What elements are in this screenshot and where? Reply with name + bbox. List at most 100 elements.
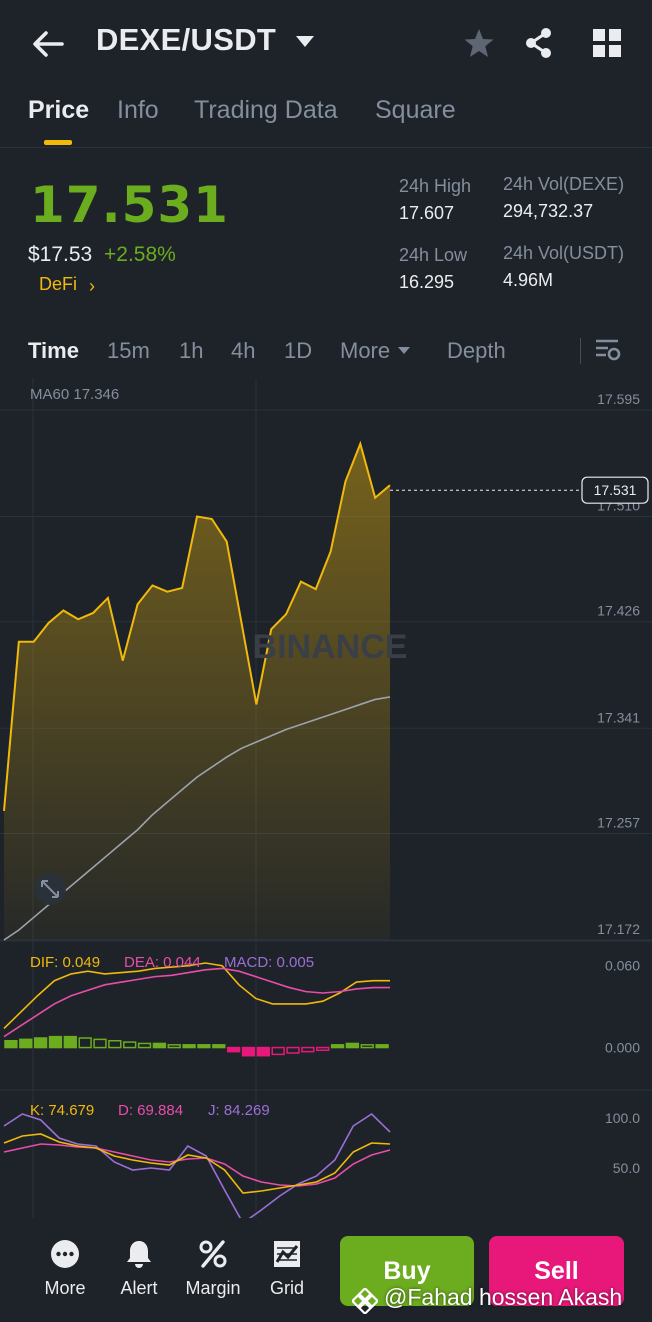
tab-square[interactable]: Square (375, 96, 456, 124)
interval-more[interactable]: More (340, 338, 391, 363)
ma60-legend: MA60 17.346 (30, 386, 120, 403)
more-dots-icon (51, 1240, 79, 1268)
vol-base-value: 294,732.37 (503, 201, 594, 221)
macd-bar (345, 1042, 360, 1049)
nav-alert[interactable]: Alert (106, 1238, 172, 1299)
macd-bar (4, 1039, 18, 1049)
vol-quote-value: 4.96M (503, 270, 554, 290)
high-label: 24h High (399, 176, 472, 196)
interval-1h[interactable]: 1h (179, 338, 204, 363)
trading-pair-title[interactable]: DEXE/USDT (96, 22, 277, 57)
share-icon[interactable] (522, 26, 556, 60)
macd-bar (48, 1035, 63, 1049)
macd-bar (93, 1038, 107, 1049)
price-change-percent: +2.58% (104, 243, 176, 266)
ma60-line (3, 696, 391, 941)
interval-15m[interactable]: 15m (107, 338, 150, 363)
macd-bar (241, 1046, 256, 1057)
price-chart[interactable]: 17.595 17.510 17.426 17.341 17.257 17.172 17.5… (0, 378, 652, 1218)
tab-trading-data[interactable]: Trading Data (194, 96, 338, 124)
macd-legend: MACD: 0.005 (224, 954, 315, 971)
macd-bar (108, 1039, 122, 1049)
kdj-j-legend: J: 84.269 (208, 1102, 270, 1119)
macd-bar (301, 1046, 315, 1053)
macd-y-tick-label: 0.000 (605, 1040, 640, 1056)
kdj-k-legend: K: 74.679 (30, 1102, 95, 1119)
interval-time[interactable]: Time (28, 338, 79, 363)
binance-logo-icon (352, 1288, 378, 1314)
macd-bar (78, 1037, 92, 1049)
favorite-star-icon[interactable] (462, 26, 496, 60)
macd-bar (316, 1046, 330, 1052)
nav-more-label: More (44, 1278, 86, 1298)
macd-bar (33, 1037, 48, 1049)
nav-more[interactable]: More (32, 1238, 98, 1299)
macd-bar (197, 1044, 211, 1049)
divider (580, 338, 581, 364)
macd-bar (375, 1044, 389, 1049)
usd-price: $17.53 (28, 243, 93, 266)
expand-chart-icon (34, 873, 66, 905)
nav-margin-label: Margin (185, 1278, 241, 1298)
back-arrow-icon[interactable] (28, 24, 68, 64)
macd-bar (137, 1042, 152, 1049)
current-price-tag (581, 476, 649, 504)
y-tick-label: 17.341 (597, 709, 640, 725)
grid-menu-icon[interactable] (590, 26, 624, 60)
vol-quote-label: 24h Vol(USDT) (503, 243, 625, 263)
tab-info[interactable]: Info (117, 96, 159, 124)
macd-y-tick-label: 0.060 (605, 958, 640, 974)
kdj-y-tick-label: 50.0 (613, 1160, 640, 1176)
active-tab-indicator (44, 140, 72, 145)
kdj-j-line (3, 1112, 391, 1218)
y-tick-label: 17.257 (597, 814, 640, 830)
kdj-k-line (3, 1133, 391, 1194)
vol-base-label: 24h Vol(DEXE) (503, 174, 625, 194)
macd-bar (63, 1035, 77, 1049)
pair-dropdown-icon[interactable] (296, 36, 314, 47)
nav-grid[interactable]: Grid (254, 1238, 320, 1299)
macd-bar (182, 1044, 196, 1049)
top-header: DEXE/USDT (0, 0, 652, 88)
dea-legend: DEA: 0.044 (124, 954, 201, 971)
high-value: 17.607 (399, 203, 455, 223)
nav-grid-label: Grid (269, 1278, 304, 1298)
macd-bar (212, 1044, 226, 1049)
more-dropdown-icon (398, 347, 410, 354)
macd-bar (271, 1046, 285, 1056)
dif-legend: DIF: 0.049 (30, 954, 101, 971)
y-tick-label: 17.172 (597, 921, 640, 937)
low-value: 16.295 (399, 272, 455, 292)
low-label: 24h Low (399, 245, 468, 265)
macd-bar (226, 1046, 241, 1053)
watermark-text: @Fahad hossen Akash (384, 1284, 623, 1310)
macd-bar (360, 1044, 374, 1049)
percent-icon (199, 1240, 227, 1268)
interval-4h[interactable]: 4h (231, 338, 256, 363)
tab-price[interactable]: Price (28, 96, 90, 124)
macd-bar (256, 1046, 270, 1057)
buy-button[interactable]: Buy (340, 1236, 474, 1306)
macd-bar (167, 1044, 181, 1049)
dif-line (3, 962, 390, 1030)
macd-bar (19, 1038, 33, 1049)
chart-watermark: BINANCE (253, 628, 408, 666)
y-tick-label: 17.426 (597, 603, 640, 619)
chart-canvas: 17.59517.51017.42617.34117.25717.17217.5… (0, 378, 652, 1218)
price-area-fill (4, 443, 390, 940)
price-line (3, 440, 391, 812)
interval-1d[interactable]: 1D (284, 338, 313, 363)
chevron-right-icon: › (89, 276, 95, 296)
sector-tag[interactable]: DeFi (39, 274, 78, 294)
chart-settings-icon[interactable] (594, 336, 622, 364)
current-price-label: 17.531 (594, 482, 637, 498)
kdj-y-tick-label: 100.0 (605, 1110, 640, 1126)
macd-bar (286, 1046, 300, 1054)
macd-bar (330, 1044, 345, 1049)
sell-button[interactable]: Sell (489, 1236, 624, 1306)
dea-line (3, 967, 390, 1038)
nav-alert-label: Alert (120, 1278, 158, 1298)
grid-bot-icon (274, 1241, 300, 1267)
interval-depth[interactable]: Depth (447, 338, 506, 363)
nav-margin[interactable]: Margin (180, 1238, 246, 1299)
